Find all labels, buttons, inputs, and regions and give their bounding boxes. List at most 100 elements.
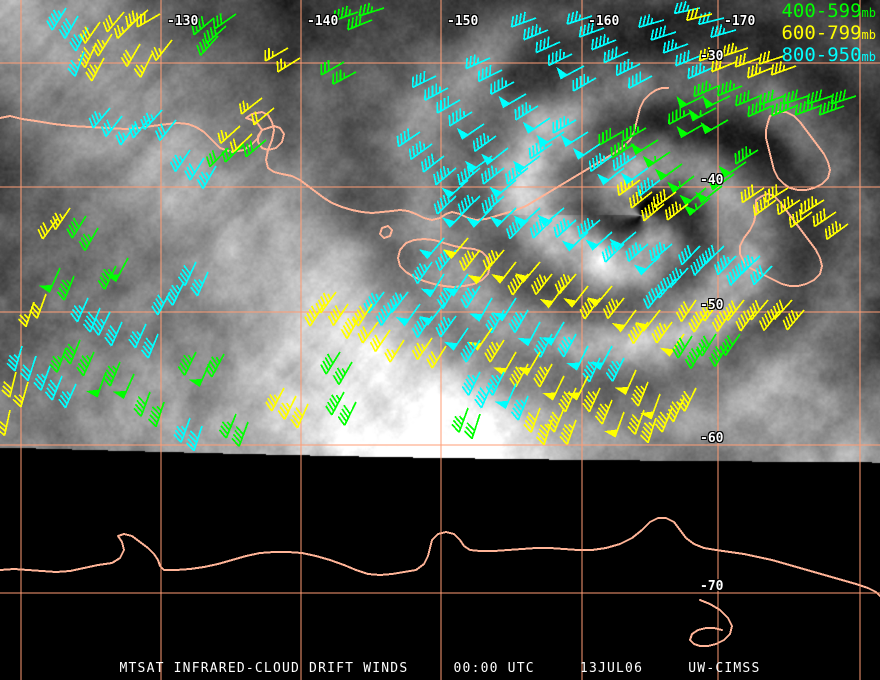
barb-pennant-50kt bbox=[38, 284, 54, 294]
barb-full-10kt bbox=[362, 326, 369, 337]
barb-full-10kt bbox=[834, 91, 839, 103]
caption-satellite: MTSAT INFRARED-CLOUD DRIFT WINDS bbox=[119, 661, 409, 676]
barb-full-10kt bbox=[131, 330, 140, 341]
barb-full-10kt bbox=[169, 288, 177, 299]
wind-barb bbox=[238, 97, 263, 115]
barb-full-10kt bbox=[783, 198, 787, 210]
wind-barb bbox=[510, 11, 537, 28]
barb-full-10kt bbox=[101, 272, 109, 283]
wind-barb bbox=[675, 50, 701, 67]
barb-half-5kt bbox=[655, 289, 660, 296]
wind-barb bbox=[177, 351, 197, 376]
wind-barb bbox=[577, 217, 601, 238]
barb-half-5kt bbox=[136, 330, 142, 337]
barb-full-10kt bbox=[680, 304, 687, 315]
barb-full-10kt bbox=[766, 50, 771, 62]
barb-full-10kt bbox=[128, 13, 133, 25]
barb-full-10kt bbox=[812, 215, 816, 227]
barb-full-10kt bbox=[627, 59, 630, 70]
barb-full-10kt bbox=[463, 168, 468, 180]
barb-full-10kt bbox=[67, 67, 76, 77]
barb-full-10kt bbox=[366, 2, 371, 14]
barb-half-5kt bbox=[626, 155, 630, 162]
barb-full-10kt bbox=[490, 194, 495, 206]
barb-full-10kt bbox=[535, 41, 539, 53]
barb-full-10kt bbox=[147, 418, 157, 428]
barb-half-5kt bbox=[650, 17, 654, 24]
barb-full-10kt bbox=[472, 140, 476, 152]
barb-full-10kt bbox=[583, 398, 592, 409]
barb-half-5kt bbox=[567, 336, 573, 343]
barb-half-5kt bbox=[567, 275, 571, 282]
barb-full-10kt bbox=[463, 382, 472, 393]
barb-full-10kt bbox=[479, 387, 488, 397]
wind-barb bbox=[169, 149, 191, 173]
barb-full-10kt bbox=[407, 128, 410, 140]
barb-full-10kt bbox=[738, 150, 741, 162]
barb-full-10kt bbox=[658, 241, 663, 253]
barb-full-10kt bbox=[591, 38, 595, 50]
barb-pennant-50kt bbox=[418, 249, 434, 260]
barb-full-10kt bbox=[438, 295, 446, 306]
wind-barb bbox=[128, 323, 147, 349]
barb-full-10kt bbox=[536, 277, 542, 289]
barb-full-10kt bbox=[533, 377, 541, 388]
barb-pennant-50kt bbox=[467, 274, 483, 285]
barb-full-10kt bbox=[88, 117, 95, 129]
barb-half-5kt bbox=[471, 251, 476, 258]
barb-half-5kt bbox=[206, 40, 210, 47]
wind-barb bbox=[535, 36, 561, 54]
barb-full-10kt bbox=[642, 15, 647, 27]
wind-barb bbox=[533, 363, 553, 388]
barb-full-10kt bbox=[722, 255, 728, 266]
barb-full-10kt bbox=[67, 343, 76, 353]
barb-full-10kt bbox=[532, 145, 535, 157]
wind-barb bbox=[396, 128, 421, 148]
barb-full-10kt bbox=[411, 76, 415, 88]
legend-unit-low: mb bbox=[861, 50, 876, 64]
wind-barb bbox=[395, 303, 421, 327]
barb-full-10kt bbox=[66, 228, 73, 239]
barb-full-10kt bbox=[635, 385, 644, 395]
barb-half-5kt bbox=[175, 284, 181, 291]
barb-full-10kt bbox=[436, 171, 441, 183]
barb-full-10kt bbox=[590, 21, 594, 33]
barb-full-10kt bbox=[701, 82, 704, 94]
barb-full-10kt bbox=[559, 398, 568, 409]
barb-half-5kt bbox=[604, 403, 610, 410]
barb-full-10kt bbox=[690, 347, 699, 359]
barb-full-10kt bbox=[246, 143, 251, 155]
barb-half-5kt bbox=[471, 342, 476, 349]
barb-full-10kt bbox=[490, 165, 495, 177]
barb-full-10kt bbox=[585, 394, 594, 405]
barb-full-10kt bbox=[85, 71, 93, 82]
barb-pennant-50kt bbox=[489, 186, 503, 199]
barb-half-5kt bbox=[566, 220, 570, 227]
barb-full-10kt bbox=[512, 315, 520, 326]
barb-half-5kt bbox=[40, 373, 47, 380]
wind-barb bbox=[448, 108, 473, 127]
barb-full-10kt bbox=[419, 72, 422, 84]
barb-full-10kt bbox=[751, 184, 754, 196]
barb-full-10kt bbox=[276, 60, 279, 72]
barb-full-10kt bbox=[224, 148, 230, 160]
barb-full-10kt bbox=[334, 371, 342, 382]
barb-full-10kt bbox=[511, 222, 517, 233]
barb-full-10kt bbox=[487, 253, 494, 264]
wind-barb bbox=[528, 140, 553, 160]
barb-full-10kt bbox=[667, 408, 676, 419]
barb-full-10kt bbox=[726, 43, 731, 55]
barb-full-10kt bbox=[628, 421, 638, 432]
barb-full-10kt bbox=[384, 352, 391, 363]
barb-full-10kt bbox=[792, 213, 796, 225]
wind-barb bbox=[79, 21, 101, 44]
barb-half-5kt bbox=[602, 155, 606, 162]
barb-pennant-50kt bbox=[635, 322, 650, 332]
wind-barb bbox=[70, 297, 89, 323]
barb-full-10kt bbox=[605, 304, 612, 316]
barb-full-10kt bbox=[415, 143, 419, 155]
wind-barb bbox=[243, 139, 267, 158]
barb-half-5kt bbox=[446, 196, 451, 203]
caption-time: 00:00 UTC bbox=[453, 661, 535, 676]
wind-barb bbox=[457, 194, 481, 215]
